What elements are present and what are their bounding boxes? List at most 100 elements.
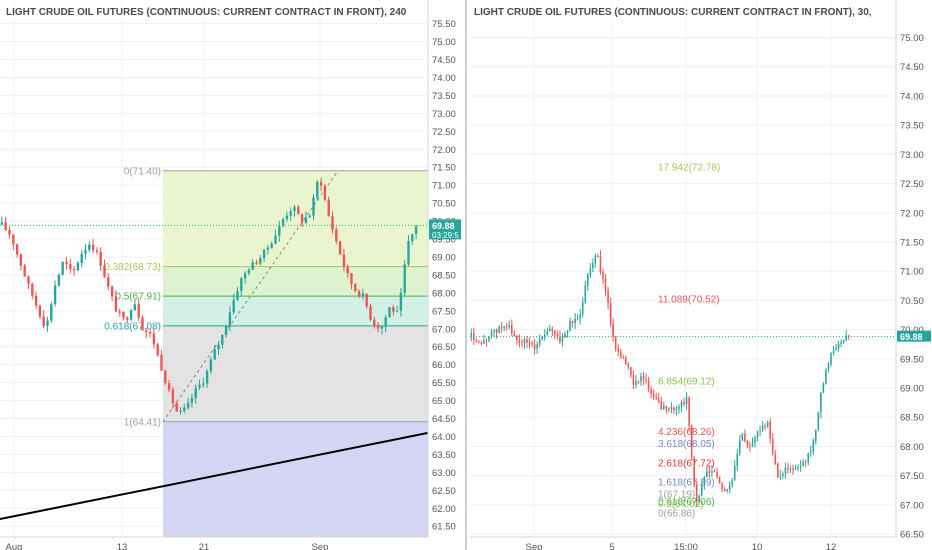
- candle: [716, 467, 718, 480]
- candle-body: [270, 243, 273, 248]
- candle-body: [645, 379, 647, 382]
- candle-body: [411, 233, 414, 242]
- candle: [521, 338, 523, 348]
- right-chart-panel[interactable]: 66.50 67.00 67.50 68.00 68.50 69.00 69.50 70.00…: [470, 0, 931, 550]
- candle: [693, 456, 695, 488]
- candle-body: [797, 467, 799, 469]
- candle-body: [308, 215, 311, 218]
- candle-body: [495, 329, 498, 333]
- candle: [516, 334, 518, 345]
- y-tick-label: 69.50: [432, 235, 456, 246]
- y-tick-label: 67.00: [432, 324, 456, 335]
- candle: [837, 340, 840, 352]
- candle: [289, 207, 292, 221]
- candle: [107, 273, 110, 291]
- candle: [625, 355, 627, 365]
- x-tick-label: Aug: [6, 542, 23, 550]
- candle: [312, 193, 315, 221]
- candle: [835, 343, 837, 351]
- candle-body: [670, 407, 673, 410]
- candle-body: [346, 266, 349, 274]
- candle: [407, 235, 410, 266]
- candle: [685, 392, 688, 410]
- candle: [660, 396, 663, 410]
- candle: [741, 433, 744, 442]
- candle: [640, 372, 642, 386]
- fib-level-label: 0.5(67.91): [115, 292, 161, 303]
- candle-body: [746, 440, 749, 446]
- candle: [728, 481, 731, 494]
- candle-body: [551, 328, 554, 332]
- candle: [488, 336, 490, 343]
- candle: [224, 324, 228, 338]
- candle: [551, 326, 554, 337]
- right-chart-title: LIGHT CRUDE OIL FUTURES (CONTINUOUS: CUR…: [474, 7, 872, 18]
- candle: [503, 326, 505, 332]
- candle-body: [72, 269, 76, 271]
- fib-zone: [163, 266, 428, 297]
- candle-body: [503, 326, 505, 328]
- candle-body: [508, 325, 511, 327]
- candle: [205, 369, 209, 388]
- candle: [88, 241, 91, 253]
- candle: [787, 463, 789, 474]
- candle-body: [627, 364, 630, 368]
- candle: [794, 464, 797, 470]
- candle: [500, 322, 503, 334]
- candle-body: [769, 421, 771, 439]
- candle: [38, 304, 42, 319]
- candle-body: [678, 407, 680, 409]
- candle: [670, 402, 673, 413]
- y-tick-label: 62.50: [432, 486, 456, 497]
- candle: [845, 329, 847, 342]
- candle-body: [478, 341, 480, 343]
- candle-body: [392, 307, 395, 312]
- candle: [495, 328, 498, 339]
- candle: [754, 435, 756, 448]
- candle-body: [335, 229, 338, 242]
- y-tick-label: 72.50: [900, 179, 924, 190]
- candle: [549, 324, 551, 332]
- candle-body: [820, 392, 822, 413]
- candle-body: [683, 402, 685, 404]
- candle-body: [274, 235, 277, 244]
- candle-body: [660, 401, 663, 410]
- candle-body: [721, 483, 723, 490]
- y-tick-label: 74.50: [432, 55, 456, 66]
- candle: [701, 479, 703, 497]
- y-tick-label: 68.00: [432, 288, 456, 299]
- fib-zone: [163, 325, 428, 422]
- y-tick-label: 75.00: [900, 33, 924, 44]
- candle: [361, 288, 365, 300]
- y-tick-label: 69.00: [900, 384, 924, 395]
- candle: [604, 274, 607, 297]
- candle-body: [609, 303, 612, 324]
- candle: [338, 240, 342, 255]
- candle: [95, 247, 99, 255]
- candle: [749, 441, 751, 452]
- candle: [612, 318, 614, 342]
- left-chart-panel[interactable]: 61.50 62.00 62.50 63.00 63.50 64.00 64.50 65.00…: [0, 0, 461, 550]
- candle-body: [4, 222, 7, 230]
- candle: [164, 369, 167, 385]
- candle: [403, 260, 406, 297]
- candle-body: [647, 381, 650, 390]
- candle: [179, 407, 182, 415]
- candle: [561, 332, 564, 347]
- candle: [597, 253, 599, 258]
- candle: [774, 449, 777, 465]
- candle-body: [475, 339, 478, 342]
- candle-body: [217, 344, 220, 350]
- candle: [380, 326, 384, 335]
- candle-body: [57, 274, 61, 286]
- candle-body: [736, 453, 739, 466]
- candle-body: [571, 320, 574, 324]
- y-tick-label: 62.00: [432, 504, 456, 515]
- candle-body: [354, 284, 357, 292]
- candle-body: [574, 319, 576, 324]
- candle-body: [209, 359, 213, 372]
- candle-body: [807, 452, 809, 462]
- candle: [584, 280, 587, 305]
- candle: [19, 253, 23, 271]
